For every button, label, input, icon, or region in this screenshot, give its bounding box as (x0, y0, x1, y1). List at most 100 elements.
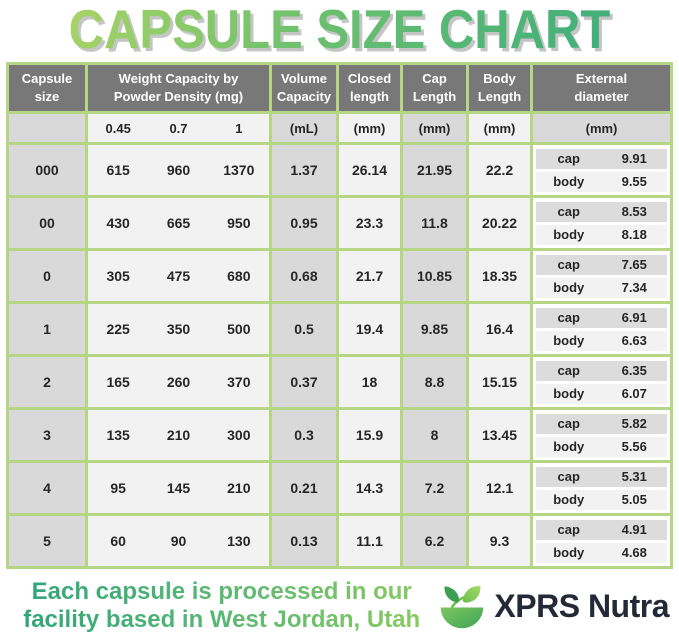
footer-note-line2: facility based in West Jordan, Utah (23, 606, 421, 634)
weight-value: 960 (166, 162, 191, 178)
weight-values-cell: 60 90 130 (88, 516, 269, 566)
volume-cell: 0.21 (272, 463, 336, 513)
external-body-label: body (553, 386, 585, 401)
weight-values-cell: 165 260 370 (88, 357, 269, 407)
body-length-cell: 18.35 (469, 251, 530, 301)
external-cap-value: 6.35 (621, 363, 647, 378)
weight-value: 680 (227, 268, 251, 284)
weight-value: 210 (166, 427, 191, 443)
external-body-value: 6.07 (621, 386, 647, 401)
external-diameter-cell: cap 6.91 body 6.63 (533, 304, 670, 354)
volume-cell: 0.68 (272, 251, 336, 301)
col-header-external-diameter: External diameter (533, 65, 670, 111)
weight-values-cell: 225 350 500 (88, 304, 269, 354)
volume-cell: 0.13 (272, 516, 336, 566)
volume-cell: 0.37 (272, 357, 336, 407)
weight-value: 430 (106, 215, 130, 231)
external-body-label: body (553, 333, 585, 348)
weight-value: 165 (106, 374, 130, 390)
external-body-label: body (553, 492, 585, 507)
external-cap-value: 6.91 (621, 310, 647, 325)
col-header-volume-capacity: Volume Capacity (272, 65, 336, 111)
title-bar: CAPSULE SIZE CHART (0, 0, 679, 60)
external-body-value: 9.55 (621, 174, 647, 189)
header-line: Capacity (276, 89, 332, 104)
capsule-size-cell: 1 (9, 304, 85, 354)
external-cap-row: cap 5.31 (536, 466, 667, 487)
body-length-cell: 9.3 (469, 516, 530, 566)
body-length-cell: 20.22 (469, 198, 530, 248)
capsule-size-cell: 4 (9, 463, 85, 513)
external-diameter-cell: cap 6.35 body 6.07 (533, 357, 670, 407)
closed-length-cell: 19.4 (339, 304, 400, 354)
weight-value: 665 (166, 215, 191, 231)
body-length-cell: 13.45 (469, 410, 530, 460)
body-length-cell: 16.4 (469, 304, 530, 354)
volume-cell: 0.95 (272, 198, 336, 248)
footer-note-line1: Each capsule is processed in our (31, 578, 412, 605)
weight-values-cell: 135 210 300 (88, 410, 269, 460)
col-header-body-length: Body Length (469, 65, 530, 111)
external-diameter-cell: cap 5.82 body 5.56 (533, 410, 670, 460)
capsule-size-cell: 000 (9, 145, 85, 195)
weight-value: 145 (166, 480, 191, 496)
external-body-row: body 7.34 (536, 277, 667, 298)
footer: Each capsule is processed in our facilit… (0, 569, 679, 635)
external-body-value: 8.18 (621, 227, 647, 242)
weight-value: 90 (170, 533, 187, 549)
weight-values-cell: 615 960 1370 (88, 145, 269, 195)
external-cap-value: 5.82 (621, 416, 647, 431)
external-cap-label: cap (557, 363, 580, 378)
closed-length-cell: 21.7 (339, 251, 400, 301)
weight-value: 130 (227, 533, 251, 549)
external-cap-value: 7.65 (621, 257, 647, 272)
external-cap-row: cap 9.91 (536, 148, 667, 169)
leaf-bowl-icon (441, 585, 484, 629)
col-header-capsule-size: Capsule size (9, 65, 85, 111)
external-body-row: body 6.63 (536, 330, 667, 351)
closed-length-cell: 15.9 (339, 410, 400, 460)
body-length-cell: 12.1 (469, 463, 530, 513)
brand-name: XPRS Nutra (494, 587, 669, 624)
weight-value: 950 (227, 215, 251, 231)
subheader-densities: 0.45 0.7 1 (88, 114, 269, 142)
header-line: Length (477, 89, 522, 104)
external-cap-row: cap 6.91 (536, 307, 667, 328)
weight-value: 475 (166, 268, 191, 284)
external-cap-label: cap (557, 310, 580, 325)
subheader-closed-unit: (mm) (339, 114, 400, 142)
weight-values-cell: 95 145 210 (88, 463, 269, 513)
header-line: Powder Density (mg) (113, 89, 244, 104)
external-cap-label: cap (557, 416, 580, 431)
weight-value: 60 (110, 533, 126, 549)
header-line: Closed (347, 71, 392, 87)
external-body-value: 5.05 (621, 492, 647, 507)
footer-note: Each capsule is processed in our facilit… (8, 578, 435, 635)
weight-value: 370 (227, 374, 251, 390)
weight-value: 95 (110, 480, 126, 496)
density-value: 0.45 (105, 120, 131, 136)
weight-value: 260 (166, 374, 191, 390)
external-body-value: 4.68 (621, 545, 647, 560)
external-cap-value: 4.91 (621, 522, 647, 537)
subheader-capsule-size-blank (9, 114, 85, 142)
header-line: External (575, 71, 628, 87)
cap-length-cell: 8 (403, 410, 466, 460)
body-length-cell: 22.2 (469, 145, 530, 195)
cap-length-cell: 21.95 (403, 145, 466, 195)
weight-values-cell: 430 665 950 (88, 198, 269, 248)
subheader-cap-unit: (mm) (403, 114, 466, 142)
subheader-body-unit: (mm) (469, 114, 530, 142)
weight-value: 300 (227, 427, 251, 443)
header-line: Volume (281, 71, 327, 87)
external-cap-row: cap 7.65 (536, 254, 667, 275)
external-diameter-cell: cap 5.31 body 5.05 (533, 463, 670, 513)
density-value: 0.7 (169, 120, 188, 136)
capsule-size-cell: 3 (9, 410, 85, 460)
header-line: Body (483, 71, 516, 87)
external-body-label: body (553, 439, 585, 454)
cap-length-cell: 10.85 (403, 251, 466, 301)
header-line: Capsule size (21, 71, 73, 104)
weight-value: 500 (227, 321, 251, 337)
external-diameter-cell: cap 4.91 body 4.68 (533, 516, 670, 566)
